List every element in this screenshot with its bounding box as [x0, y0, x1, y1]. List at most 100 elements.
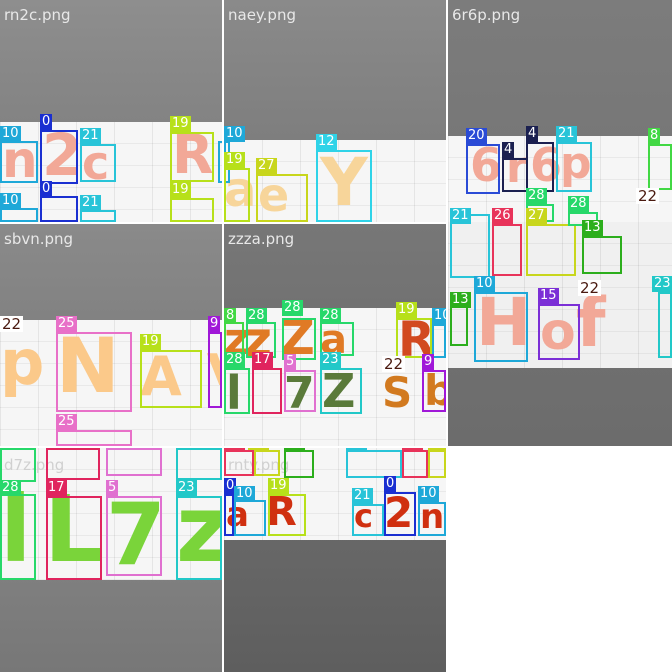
- mosaic-tile-d7z: d7z.png L 7 z l 28 17 5 23 28 17 5 23: [0, 448, 222, 672]
- captcha-glyph: p: [0, 326, 45, 399]
- detection-box: [352, 504, 384, 536]
- detection-box: [176, 448, 222, 480]
- detection-box: [80, 144, 116, 182]
- detection-box: [0, 494, 36, 580]
- captcha-strip: [224, 448, 446, 540]
- captcha-glyph: 7: [106, 485, 166, 585]
- detection-label: 17: [46, 448, 67, 450]
- detection-box: [40, 130, 78, 184]
- detection-label: 26: [492, 208, 513, 224]
- detection-label: 27: [526, 208, 547, 224]
- detection-label: 5: [106, 448, 119, 450]
- grid-divider: [0, 222, 448, 224]
- detection-label: 28: [320, 308, 341, 324]
- captcha-glyph: n: [2, 131, 38, 189]
- detection-label: 0: [384, 476, 397, 492]
- captcha-glyph: 2: [384, 488, 414, 537]
- grid-divider: [222, 0, 224, 672]
- detection-box: [0, 208, 38, 222]
- detection-box: [648, 144, 672, 190]
- captcha-glyph: p: [560, 138, 592, 189]
- mosaic-tile-rnty: rnty.png a R 2 c n 26 27 13 21 26 27 0 1…: [224, 448, 446, 672]
- detection-label: 10: [234, 486, 255, 502]
- tile-filename: zzza.png: [228, 230, 295, 248]
- detection-label: 9: [422, 354, 435, 370]
- detection-box: [0, 448, 36, 482]
- captcha-glyph: 7: [284, 368, 315, 419]
- detection-label: 19: [224, 152, 245, 168]
- captcha-glyph: c: [82, 136, 110, 190]
- detection-box: [538, 304, 580, 360]
- detection-label: 21: [556, 126, 577, 142]
- detection-box: [502, 158, 528, 192]
- captcha-glyph: R: [266, 489, 297, 535]
- detection-label: 20: [466, 128, 487, 144]
- detection-label: 23: [320, 352, 341, 368]
- tile-filename: naey.png: [228, 6, 296, 24]
- detection-box: [106, 448, 162, 476]
- detection-label: 28: [0, 480, 21, 496]
- captcha-glyph: L: [44, 476, 103, 583]
- detection-label: 17: [46, 480, 67, 496]
- grid-divider: [0, 446, 672, 448]
- detection-label: 27: [428, 448, 446, 450]
- detection-box: [526, 142, 554, 192]
- detection-box: [170, 198, 214, 222]
- detection-box: [224, 450, 254, 476]
- detection-box: [418, 502, 446, 536]
- mosaic-tile-sbvn: sbvn.png p N A v 22 25 19 9 25: [0, 224, 222, 446]
- detection-label: 22: [636, 187, 660, 205]
- captcha-glyph: a: [226, 495, 249, 535]
- detection-label: 19: [170, 182, 191, 198]
- detection-label: 10: [432, 308, 446, 324]
- detection-label: 25: [56, 316, 77, 332]
- detection-label: 8: [648, 128, 661, 144]
- captcha-glyph: Z: [322, 364, 356, 418]
- detection-label: 23: [176, 480, 197, 496]
- mosaic-tile-6r6p: 6r6p.png 6 r 6 p H o f 20 4 4 21 8 22 21…: [448, 0, 672, 446]
- captcha-glyph: A: [140, 345, 182, 408]
- detection-box: [384, 492, 416, 536]
- detection-box: [396, 318, 432, 358]
- detection-box: [474, 292, 528, 362]
- detection-box: [170, 132, 214, 182]
- detection-label: 0: [224, 478, 237, 494]
- detection-box: [46, 496, 102, 580]
- detection-box: [208, 332, 222, 408]
- detection-label: 22: [382, 355, 406, 373]
- detection-box: [432, 324, 446, 358]
- detection-label: 15: [538, 288, 559, 304]
- captcha-glyph: R: [172, 123, 214, 186]
- detection-label: 28: [568, 196, 589, 212]
- detection-label: 27: [248, 448, 269, 450]
- detection-label: 10: [0, 193, 21, 209]
- captcha-strip: [224, 308, 446, 446]
- detection-box: [106, 496, 162, 576]
- detection-label: 21: [352, 488, 373, 504]
- detection-box: [256, 174, 308, 222]
- detection-label: 5: [284, 354, 297, 370]
- captcha-glyph: 6: [470, 138, 503, 192]
- mosaic-tile-zzza: zzza.png z z Z a R l 7 Z S b 8 28 28 28 …: [224, 224, 446, 446]
- detection-box: [422, 370, 446, 412]
- detection-label: 25: [56, 414, 77, 430]
- mosaic-tile-rn2c: rn2c.png n 2 c R 10 0 21 19 10 0 21 19: [0, 0, 222, 222]
- detection-label: 23: [176, 448, 197, 450]
- tile-filename: sbvn.png: [4, 230, 74, 248]
- captcha-glyph: Y: [320, 144, 368, 221]
- detection-box: [46, 448, 100, 480]
- detection-box: [658, 292, 672, 358]
- detection-label: 4: [502, 142, 515, 158]
- captcha-glyph: l: [0, 476, 32, 583]
- detection-box: [284, 450, 314, 478]
- detection-label: 19: [140, 334, 161, 350]
- detection-box: [316, 150, 372, 222]
- captcha-glyph: c: [354, 497, 373, 535]
- detection-label: 4: [526, 126, 539, 142]
- detection-box: [466, 144, 500, 194]
- detection-box: [320, 368, 362, 414]
- captcha-glyph: z: [176, 476, 222, 583]
- detection-label: 22: [578, 279, 602, 297]
- captcha-glyph: l: [226, 366, 242, 420]
- detection-label: 10: [224, 126, 245, 142]
